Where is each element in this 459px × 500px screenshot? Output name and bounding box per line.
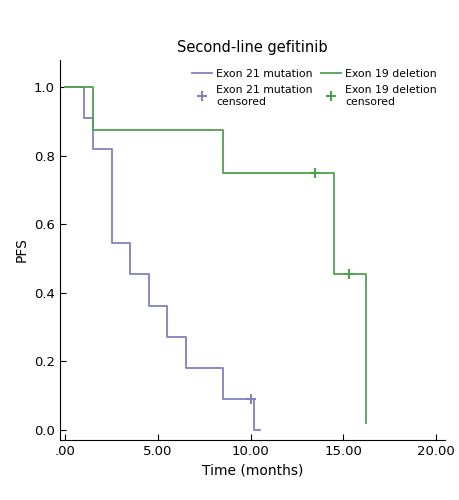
X-axis label: Time (months): Time (months) (202, 464, 303, 477)
Y-axis label: PFS: PFS (14, 238, 28, 262)
Legend: Exon 21 mutation, Exon 21 mutation
censored, Exon 19 deletion, Exon 19 deletion
: Exon 21 mutation, Exon 21 mutation censo… (189, 66, 440, 110)
Title: Second-line gefitinib: Second-line gefitinib (177, 40, 328, 54)
